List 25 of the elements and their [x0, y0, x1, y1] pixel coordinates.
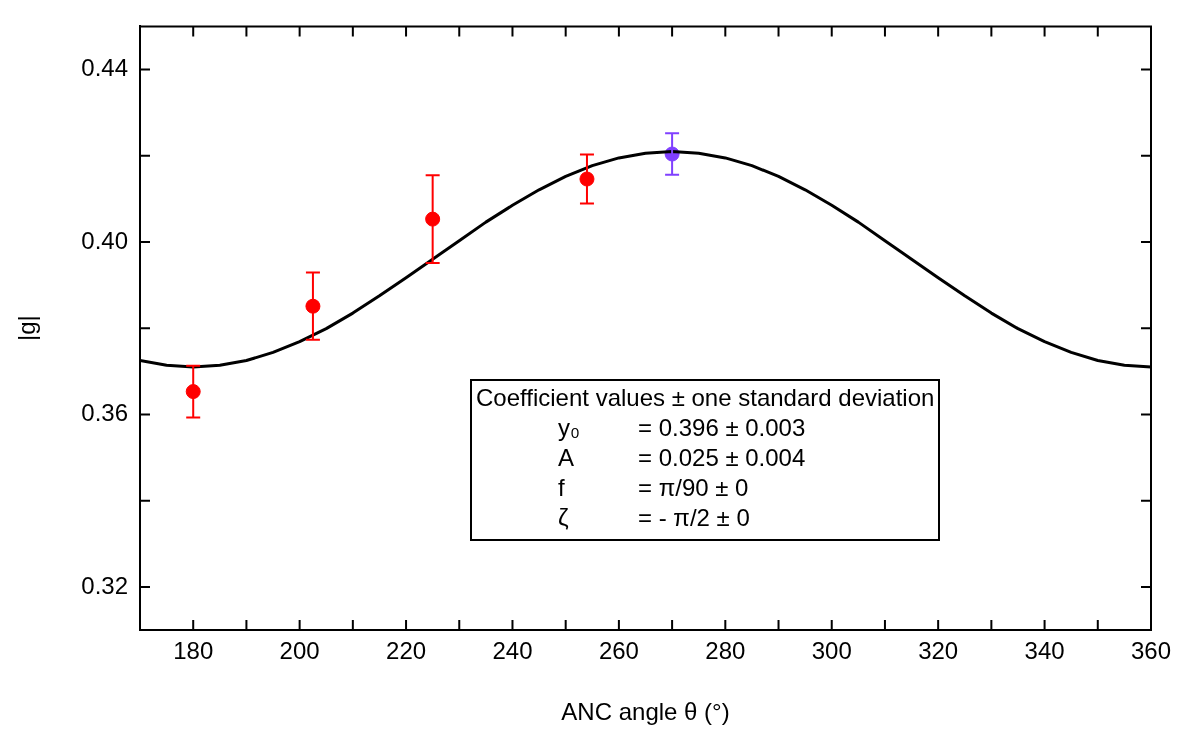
x-tick-label: 360 — [1130, 637, 1172, 665]
x-tick-label: 320 — [918, 637, 959, 665]
x-tick-label: 200 — [279, 637, 320, 665]
annotation: = - π/2 ± 0 — [638, 503, 750, 533]
x-tick-label: 240 — [492, 637, 533, 665]
x-axis-title: ANC angle θ (°) — [561, 698, 730, 726]
annotation: y₀ — [557, 413, 581, 443]
x-tick-label: 300 — [811, 637, 852, 665]
annotation: A — [557, 443, 575, 473]
annotation: Coefficient values ± one standard deviation — [476, 383, 935, 413]
annotation: = π/90 ± 0 — [638, 473, 749, 503]
y-tick-label: 0.32 — [81, 571, 128, 599]
x-tick-label: 220 — [386, 637, 427, 665]
y-axis-title: |g| — [13, 315, 41, 342]
y-tick-label: 0.36 — [81, 399, 128, 427]
y-tick-label: 0.44 — [81, 54, 128, 82]
x-tick-label: 340 — [1024, 637, 1065, 665]
annotation: = 0.396 ± 0.003 — [638, 413, 806, 443]
annotation: ζ — [557, 503, 570, 533]
x-tick-label: 280 — [705, 637, 746, 665]
x-tick-label: 180 — [173, 637, 214, 665]
annotation: f — [557, 473, 566, 503]
x-tick-label: 260 — [598, 637, 639, 665]
annotation: = 0.025 ± 0.004 — [638, 443, 806, 473]
y-tick-label: 0.40 — [81, 226, 128, 254]
